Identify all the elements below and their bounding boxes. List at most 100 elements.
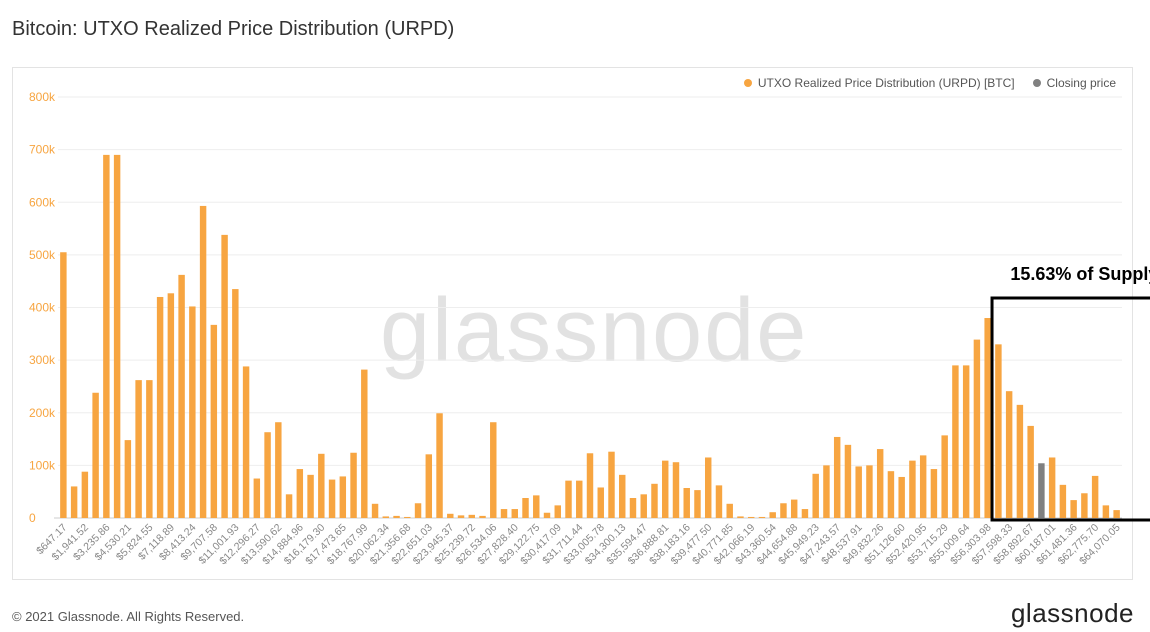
y-tick-label: 800k [29, 90, 56, 104]
y-tick-label: 400k [29, 301, 56, 315]
urpd-bar [952, 365, 959, 518]
urpd-bar [1027, 425, 1034, 518]
watermark: glassnode [380, 281, 809, 381]
legend-item-urpd[interactable]: UTXO Realized Price Distribution (URPD) … [743, 76, 1015, 90]
urpd-bar [70, 486, 78, 518]
legend-item-closing-price[interactable]: Closing price [1032, 76, 1116, 90]
legend-label-urpd: UTXO Realized Price Distribution (URPD) … [757, 76, 1015, 90]
y-tick-label: 700k [29, 143, 56, 157]
urpd-bar [414, 503, 422, 518]
copyright-footer: © 2021 Glassnode. All Rights Reserved. [12, 609, 245, 624]
urpd-bar [92, 392, 99, 518]
urpd-bar [189, 306, 196, 518]
urpd-bar [242, 366, 250, 518]
urpd-bar [747, 516, 755, 518]
urpd-bar [285, 494, 293, 518]
urpd-bar [1091, 475, 1099, 518]
urpd-bar [737, 516, 744, 518]
urpd-bar [1048, 457, 1056, 518]
urpd-bar [511, 509, 518, 518]
urpd-bar [135, 380, 142, 518]
urpd-bar [81, 471, 89, 518]
urpd-bar [565, 480, 572, 518]
urpd-bar [361, 369, 368, 518]
urpd-bar [146, 380, 153, 518]
urpd-bar [651, 483, 658, 518]
urpd-bar [1059, 484, 1067, 518]
urpd-bar [500, 509, 508, 518]
closing-price-bar [1038, 463, 1045, 518]
urpd-bar [672, 462, 680, 518]
urpd-bar [1070, 500, 1077, 518]
urpd-bar [113, 154, 121, 518]
urpd-bar [866, 465, 873, 518]
urpd-bar [232, 289, 239, 518]
urpd-bar [425, 454, 433, 518]
urpd-bar [264, 432, 271, 518]
urpd-bar [393, 515, 400, 518]
urpd-bar [436, 413, 443, 518]
urpd-bar [962, 365, 970, 518]
urpd-bar [318, 453, 325, 518]
urpd-bar [275, 422, 282, 518]
urpd-bar [694, 490, 701, 518]
urpd-bar [533, 495, 540, 518]
urpd-bar [167, 293, 175, 518]
urpd-bar [382, 516, 390, 518]
y-tick-label: 500k [29, 248, 56, 262]
urpd-bar [683, 488, 690, 518]
urpd-bar [554, 505, 561, 518]
urpd-bar [586, 453, 594, 518]
legend-label-closing-price: Closing price [1046, 76, 1116, 90]
urpd-bar [629, 498, 637, 518]
urpd-bar [522, 498, 529, 518]
y-tick-label: 600k [29, 195, 56, 209]
urpd-bar [704, 457, 712, 518]
urpd-bar [296, 469, 304, 518]
urpd-bar [995, 344, 1002, 518]
urpd-bar [253, 478, 261, 518]
urpd-bar [156, 296, 164, 518]
urpd-bar [447, 513, 454, 518]
urpd-bar [221, 234, 228, 518]
glassnode-logo[interactable]: glassnode [1010, 598, 1134, 628]
urpd-bar [790, 499, 798, 518]
urpd-bar [769, 512, 776, 518]
urpd-bar [919, 455, 927, 518]
chart-panel [12, 67, 1133, 580]
urpd-bar [662, 460, 669, 518]
urpd-bar [404, 516, 411, 518]
urpd-bar [608, 451, 615, 518]
urpd-bar [855, 466, 862, 518]
urpd-bar [210, 324, 218, 518]
y-tick-label: 300k [29, 353, 56, 367]
urpd-bar [60, 252, 67, 518]
urpd-bar [124, 440, 132, 518]
urpd-bar [898, 476, 905, 518]
urpd-bar [812, 473, 819, 518]
urpd-bar [178, 274, 185, 518]
urpd-bar [1005, 391, 1013, 518]
urpd-bar [307, 474, 314, 518]
urpd-bar [941, 435, 948, 518]
urpd-bar [1081, 493, 1088, 518]
urpd-bar [619, 474, 626, 518]
urpd-bar [780, 503, 787, 518]
urpd-bar [1102, 505, 1110, 518]
urpd-bar [726, 503, 733, 518]
urpd-bar [543, 512, 551, 518]
supply-highlight-box [990, 296, 1150, 522]
chart-legend[interactable]: UTXO Realized Price Distribution (URPD) … [743, 76, 1116, 90]
urpd-bar [468, 514, 476, 518]
y-tick-label: 0 [29, 511, 36, 525]
urpd-bar [833, 436, 841, 518]
legend-dot-urpd [743, 79, 752, 87]
urpd-bar [339, 476, 347, 518]
legend-dot-closing-price [1032, 79, 1041, 87]
urpd-bar [597, 487, 604, 518]
urpd-bar [457, 515, 465, 518]
urpd-bar [576, 480, 583, 518]
supply-annotation: 15.63% of Supply [1010, 264, 1150, 284]
urpd-bar [1113, 510, 1120, 518]
